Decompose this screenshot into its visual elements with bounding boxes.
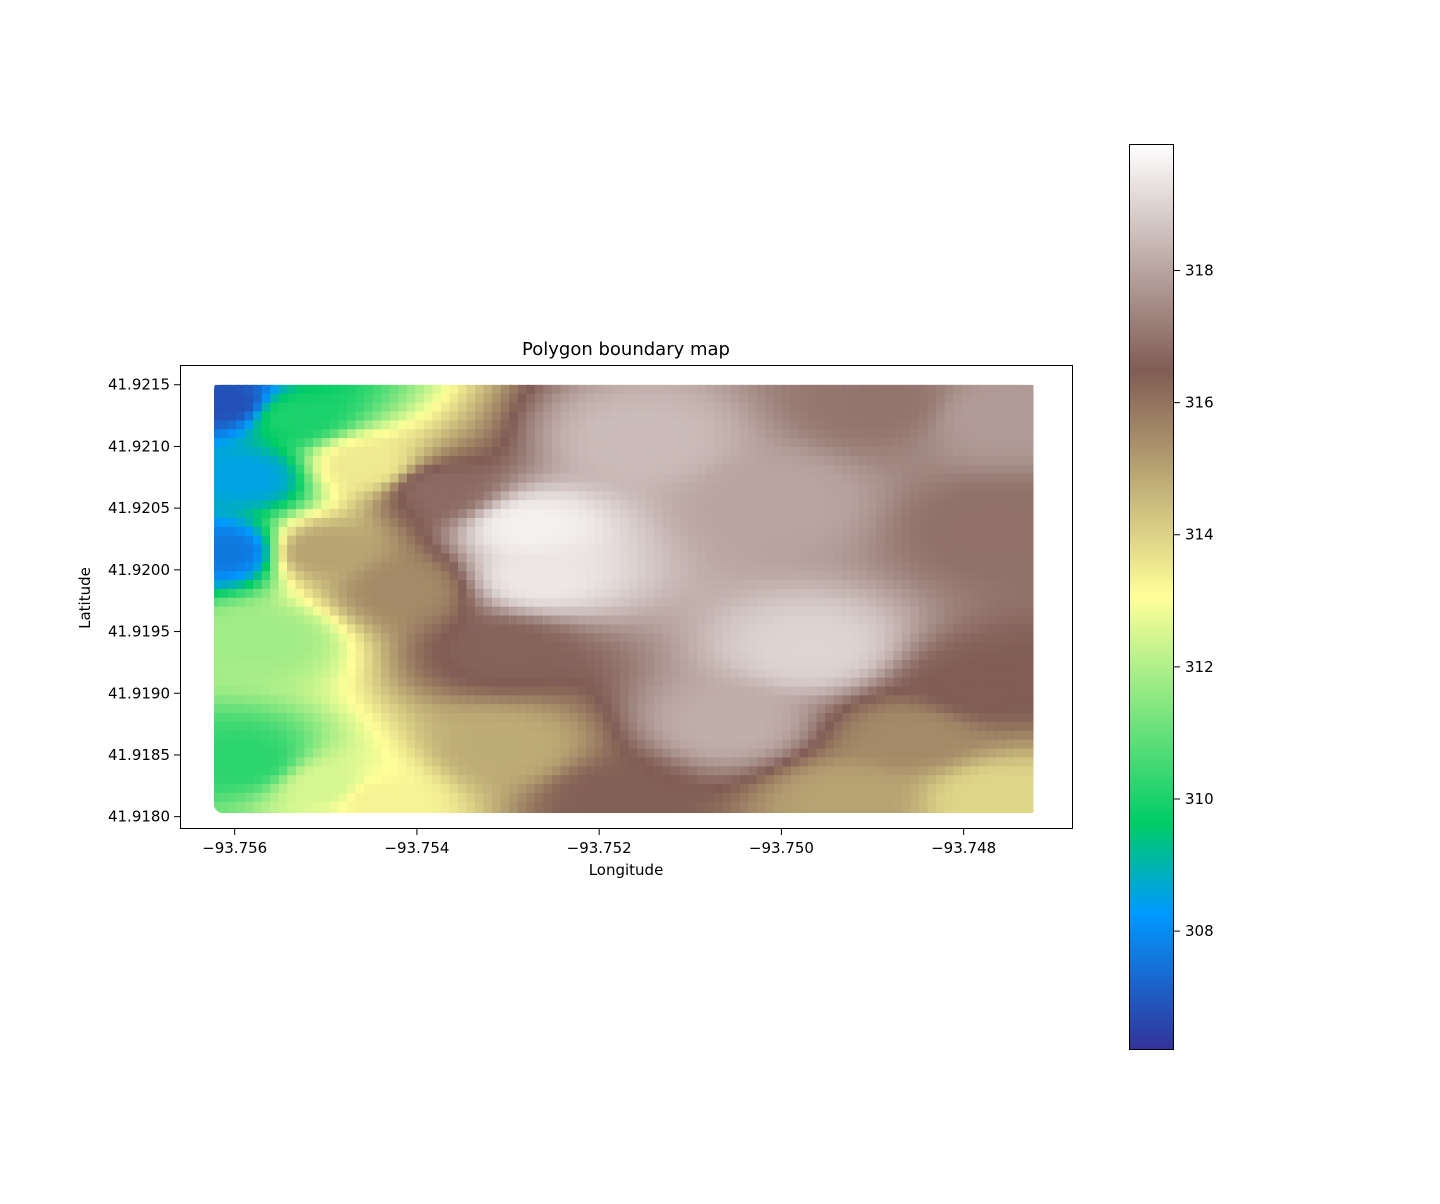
y-tick-label: 41.9180 (108, 808, 170, 826)
chart-title: Polygon boundary map (522, 339, 730, 360)
x-axis-label: Longitude (589, 861, 664, 879)
heatmap-cell (1012, 801, 1034, 813)
heatmap-surface (214, 384, 1034, 813)
y-tick-label: 41.9185 (108, 746, 170, 764)
colorbar-tick-label: 308 (1185, 922, 1214, 940)
y-tick-label: 41.9210 (108, 437, 170, 455)
x-tick-label: −93.748 (931, 839, 996, 857)
x-tick-label: −93.750 (749, 839, 814, 857)
colorbar-tick-label: 312 (1185, 658, 1214, 676)
colorbar (1129, 144, 1174, 1050)
x-tick-label: −93.756 (202, 839, 267, 857)
colorbar-tick-label: 314 (1185, 526, 1214, 544)
y-tick-label: 41.9200 (108, 561, 170, 579)
y-axis: 41.9180 41.9185 41.9190 41.9195 41.9200 41.92… (108, 376, 180, 826)
x-tick-label: −93.752 (567, 839, 632, 857)
x-axis: −93.756 −93.754 −93.752 −93.750 −93.748 (202, 829, 996, 857)
colorbar-tick-label: 318 (1185, 262, 1214, 280)
colorbar-axis: 308 310 312 314 316 318 (1174, 262, 1214, 940)
y-tick-label: 41.9205 (108, 499, 170, 517)
y-tick-label: 41.9190 (108, 684, 170, 702)
y-tick-label: 41.9215 (108, 376, 170, 394)
y-tick-label: 41.9195 (108, 623, 170, 641)
y-axis-label: Latitude (76, 567, 94, 629)
x-tick-label: −93.754 (384, 839, 449, 857)
colorbar-tick-label: 316 (1185, 394, 1214, 412)
colorbar-tick-label: 310 (1185, 790, 1214, 808)
